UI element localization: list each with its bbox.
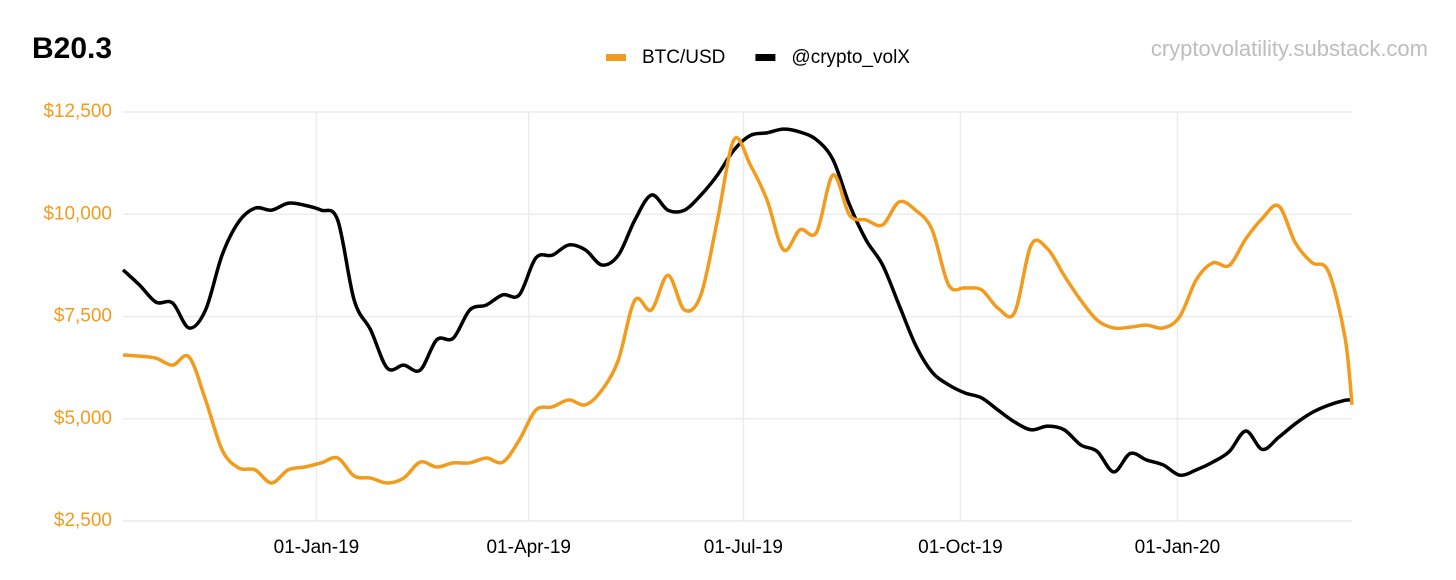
series-line [122, 136, 1354, 485]
legend-swatch [755, 54, 776, 61]
y-tick-label: $5,000 [54, 408, 112, 429]
x-tick-label: 01-Apr-19 [486, 537, 571, 558]
x-tick-label: 01-Jan-20 [1135, 537, 1221, 558]
y-tick-label: $10,000 [43, 203, 112, 224]
chart-title: B20.3 [32, 32, 112, 65]
watermark: cryptovolatility.substack.com [1151, 36, 1428, 61]
legend-label: @crypto_volX [791, 47, 910, 68]
y-tick-label: $12,500 [43, 101, 112, 122]
series-line [121, 127, 1353, 478]
legend-label: BTC/USD [642, 47, 725, 68]
y-tick-label: $2,500 [54, 510, 112, 531]
y-tick-label: $7,500 [54, 306, 112, 327]
x-tick-label: 01-Jul-19 [704, 537, 783, 558]
x-tick-label: 01-Oct-19 [918, 537, 1002, 558]
x-tick-label: 01-Jan-19 [274, 537, 360, 558]
legend-swatch [606, 54, 626, 61]
